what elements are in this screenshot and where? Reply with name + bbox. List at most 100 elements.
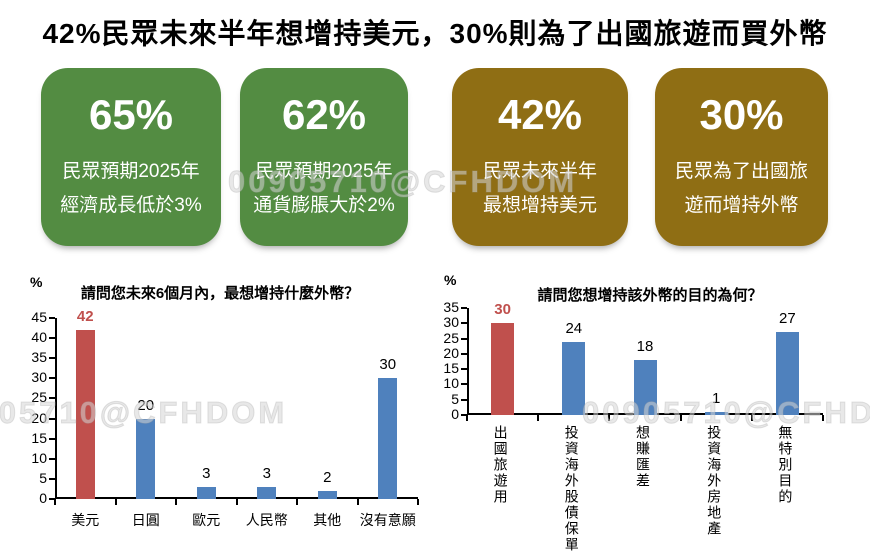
y-tick-label: 0 xyxy=(451,406,459,422)
bar-value-label: 30 xyxy=(379,356,397,374)
y-tick-label: 30 xyxy=(443,314,459,331)
y-tick-mark xyxy=(461,307,467,309)
bar-value-label: 42 xyxy=(76,308,94,326)
bar xyxy=(317,490,337,499)
y-tick-mark xyxy=(49,337,55,340)
bar-value-label: 1 xyxy=(712,389,721,407)
y-tick-mark xyxy=(49,317,55,319)
x-category-label: 投資海外房地產 xyxy=(706,425,723,537)
y-tick-label: 35 xyxy=(443,299,459,315)
y-axis-unit-label: % xyxy=(30,274,43,290)
stat-value: 65% xyxy=(88,91,174,138)
y-tick-mark xyxy=(49,377,55,380)
y-tick-label: 35 xyxy=(31,349,47,366)
chart-title: 請問您未來6個月內，最想增持什麼外幣？ xyxy=(80,285,360,302)
x-tick-mark xyxy=(114,499,117,505)
bar xyxy=(633,359,657,415)
x-tick-mark xyxy=(750,415,753,421)
stat-caption-line: 民眾為了出國旅 xyxy=(674,161,808,182)
x-tick-mark xyxy=(175,499,177,505)
stat-caption-line: 民眾預期2025年 xyxy=(255,161,393,182)
bar xyxy=(775,332,799,415)
y-tick-label: 5 xyxy=(451,390,459,407)
stat-caption-line: 最想增持美元 xyxy=(482,195,597,216)
bar xyxy=(562,341,586,415)
x-category-label: 其他 xyxy=(313,512,342,528)
stat-card-usd: 42% 民眾未來半年 最想增持美元 xyxy=(452,68,628,246)
y-tick-label: 25 xyxy=(443,329,459,346)
x-tick-mark xyxy=(296,499,298,505)
y-tick-mark xyxy=(461,352,467,355)
stat-value: 42% xyxy=(497,91,583,138)
bar-value-label: 18 xyxy=(636,337,654,355)
y-tick-mark xyxy=(49,417,55,420)
stat-value: 62% xyxy=(281,91,367,138)
chart-title: 請問您想增持該外幣的目的為何？ xyxy=(537,287,763,304)
stat-caption-line: 民眾預期2025年 xyxy=(62,161,200,182)
bar xyxy=(196,486,216,499)
x-tick-mark xyxy=(356,499,359,505)
bar xyxy=(257,486,277,499)
y-tick-label: 20 xyxy=(31,409,47,426)
x-tick-mark xyxy=(822,415,824,421)
y-tick-label: 0 xyxy=(39,490,47,506)
bar-value-label: 3 xyxy=(262,464,271,482)
x-category-label: 美元 xyxy=(71,512,100,528)
bar-value-label: 24 xyxy=(565,319,583,337)
y-tick-label: 5 xyxy=(39,469,47,486)
x-category-label: 想賺匯差 xyxy=(635,425,651,489)
x-tick-mark xyxy=(537,415,540,421)
y-tick-label: 10 xyxy=(31,449,47,466)
bar-value-label: 20 xyxy=(137,396,155,414)
y-tick-mark xyxy=(49,498,55,500)
y-tick-label: 40 xyxy=(31,329,47,346)
x-tick-mark xyxy=(466,415,468,421)
x-category-label: 人民幣 xyxy=(245,512,288,528)
y-tick-mark xyxy=(461,398,467,401)
y-tick-label: 30 xyxy=(31,369,47,386)
x-category-label: 沒有意願 xyxy=(359,512,416,528)
y-tick-mark xyxy=(49,397,55,400)
plot-area xyxy=(55,318,418,499)
stat-caption-line: 民眾未來半年 xyxy=(482,161,597,182)
bar-value-label: 3 xyxy=(202,464,211,482)
y-tick-mark xyxy=(461,414,467,416)
bar-value-label: 27 xyxy=(779,310,796,328)
bar xyxy=(378,378,398,499)
bar-value-label: 2 xyxy=(323,468,332,486)
x-tick-mark xyxy=(608,415,611,421)
y-tick-mark xyxy=(49,357,55,360)
y-tick-mark xyxy=(461,322,467,325)
page-title: 42%民眾未來半年想增持美元，30%則為了出國旅遊而買外幣 xyxy=(42,18,828,49)
x-category-label: 投資海外股債保單 xyxy=(563,425,580,553)
x-tick-mark xyxy=(235,499,238,505)
y-tick-label: 10 xyxy=(443,375,459,392)
y-tick-label: 20 xyxy=(443,344,459,361)
x-tick-mark xyxy=(417,499,419,505)
x-tick-mark xyxy=(679,415,682,421)
stat-caption-line: 遊而增持外幣 xyxy=(684,195,799,216)
y-tick-mark xyxy=(461,337,467,340)
x-category-label: 出國旅遊用 xyxy=(492,425,509,505)
bar xyxy=(704,411,728,415)
stat-value: 30% xyxy=(699,91,784,138)
purpose-chart: % 請問您想增持該外幣的目的為何？ 0 5 10 15 20 25 30 35 30 出國旅遊用 2… xyxy=(430,260,870,553)
x-category-label: 日圓 xyxy=(131,512,160,528)
bar xyxy=(75,330,95,499)
stat-card-inflation: 62% 民眾預期2025年 通貨膨脹大於2% xyxy=(240,68,408,246)
currency-preference-chart: % 請問您未來6個月內，最想增持什麼外幣？ 0 5 10 15 20 25 30 35 40 45… xyxy=(0,260,440,553)
y-tick-label: 15 xyxy=(443,360,459,377)
y-tick-mark xyxy=(49,457,55,460)
y-tick-mark xyxy=(461,368,467,371)
stat-card-travel: 30% 民眾為了出國旅 遊而增持外幣 xyxy=(655,68,828,246)
bar xyxy=(136,418,156,499)
bar xyxy=(491,323,515,415)
x-tick-mark xyxy=(54,499,56,505)
y-tick-mark xyxy=(461,383,467,386)
y-tick-label: 15 xyxy=(31,429,47,446)
bar-value-label: 30 xyxy=(494,301,511,319)
x-category-label: 歐元 xyxy=(192,512,221,528)
stat-card-gdp: 65% 民眾預期2025年 經濟成長低於3% xyxy=(41,68,221,246)
y-tick-mark xyxy=(49,437,55,440)
